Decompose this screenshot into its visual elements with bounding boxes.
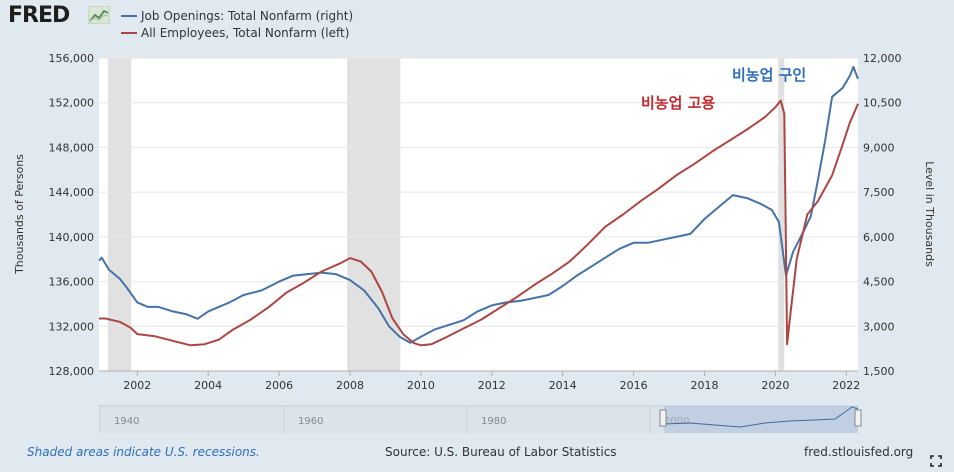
y-axis-right: 1,500 3,000 4,500 6,000 7,500 9,000 10,500 12,0… — [863, 52, 902, 378]
site-link[interactable]: fred.stlouisfed.org — [804, 445, 914, 459]
navigator-tick: 1980 — [481, 416, 506, 427]
x-axis: 2002 2004 2006 2008 2010 2012 2014 2016 2018 2020… — [99, 370, 860, 392]
y-tick-right: 1,500 — [863, 365, 895, 378]
series-job-openings — [98, 65, 859, 344]
x-tick: 2018 — [690, 379, 718, 392]
navigator-tick: 1960 — [298, 416, 323, 427]
chart-area[interactable]: 비농업 구인 비농업 고용 2002 2004 2006 2008 2010 2012 20… — [0, 0, 954, 440]
legend-swatch — [121, 14, 137, 17]
y-tick-left: 152,000 — [49, 97, 95, 110]
legend-label: Job Openings: Total Nonfarm (right) — [141, 9, 354, 23]
fred-logo[interactable]: FRED — [8, 3, 70, 28]
recession-band — [347, 58, 401, 371]
y-tick-right: 10,500 — [863, 97, 902, 110]
x-tick: 2012 — [478, 379, 506, 392]
series-lines — [98, 65, 859, 347]
y-tick-right: 6,000 — [863, 231, 895, 244]
annotations: 비농업 구인 비농업 고용 — [641, 66, 806, 112]
x-tick: 2006 — [265, 379, 293, 392]
legend-item-all-employees[interactable]: All Employees, Total Nonfarm (left) — [121, 26, 349, 40]
annotation-employment: 비농업 고용 — [641, 94, 715, 112]
x-tick: 2020 — [761, 379, 789, 392]
recession-note[interactable]: Shaded areas indicate U.S. recessions. — [27, 445, 260, 459]
recession-band — [778, 58, 785, 371]
legend-swatch — [121, 31, 137, 34]
navigator-handle-right[interactable] — [854, 409, 862, 427]
y-tick-left: 136,000 — [49, 276, 95, 289]
y-tick-right: 12,000 — [863, 52, 902, 65]
legend-label: All Employees, Total Nonfarm (left) — [141, 26, 350, 40]
legend-item-job-openings[interactable]: Job Openings: Total Nonfarm (right) — [121, 9, 353, 23]
y-tick-left: 132,000 — [49, 320, 95, 333]
x-tick: 2008 — [336, 379, 364, 392]
x-tick: 2002 — [123, 379, 151, 392]
y-axis-right-title: Level in Thousands — [923, 161, 936, 267]
recession-band — [107, 58, 132, 371]
y-tick-left: 144,000 — [49, 186, 95, 199]
x-tick: 2014 — [549, 379, 577, 392]
y-tick-left: 148,000 — [49, 141, 95, 154]
plot-background — [99, 58, 858, 371]
x-tick: 2022 — [832, 379, 860, 392]
annotation-job-openings: 비농업 구인 — [732, 66, 806, 84]
y-tick-right: 7,500 — [863, 186, 895, 199]
x-tick: 2004 — [194, 379, 222, 392]
fred-graph-icon — [88, 6, 110, 24]
y-axis-left: 128,000 132,000 136,000 140,000 144,000 148,0… — [49, 52, 95, 378]
y-tick-right: 4,500 — [863, 276, 895, 289]
y-tick-left: 156,000 — [49, 52, 95, 65]
y-tick-left: 128,000 — [49, 365, 95, 378]
recession-shading — [107, 58, 785, 371]
navigator-series — [663, 406, 859, 428]
navigator-handle-left[interactable] — [659, 409, 667, 427]
y-tick-left: 140,000 — [49, 231, 95, 244]
navigator[interactable]: 1940196019802000 — [99, 405, 862, 433]
fullscreen-icon[interactable] — [930, 455, 942, 467]
series-all-employees — [99, 99, 859, 347]
x-tick: 2016 — [620, 379, 648, 392]
y-tick-right: 9,000 — [863, 141, 895, 154]
navigator-tick: 1940 — [114, 416, 139, 427]
y-axis-left-title: Thousands of Persons — [13, 154, 26, 275]
x-tick: 2010 — [407, 379, 435, 392]
source-text: Source: U.S. Bureau of Labor Statistics — [385, 445, 617, 459]
y-tick-right: 3,000 — [863, 320, 895, 333]
